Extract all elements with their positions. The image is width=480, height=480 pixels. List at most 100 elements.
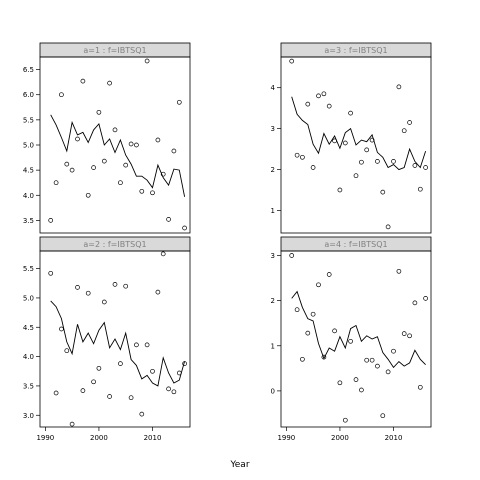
data-point [144,58,150,64]
data-point [385,369,391,375]
data-point [364,147,370,153]
data-point [423,296,428,301]
data-point [316,282,321,288]
x-tick-label: 1990 [36,434,54,442]
data-point [150,368,155,374]
data-point [69,167,75,173]
data-point [348,110,353,116]
strip-label: a=4 : f=IBTSQ1 [324,240,387,249]
fit-line [50,300,186,387]
data-point [364,357,370,363]
data-point [150,190,155,196]
y-tick-label: 4.5 [23,324,34,332]
data-point [182,225,187,231]
y-tick-label: 2 [271,297,275,305]
data-point [48,270,54,276]
data-point [412,163,418,168]
data-point [385,224,391,230]
y-tick-label: 3.5 [23,217,34,225]
data-point [294,152,300,158]
data-point [289,58,295,64]
y-tick-label: 5.5 [23,116,34,124]
y-tick-label: 2 [271,166,275,174]
data-point [326,272,332,277]
data-point [342,417,348,423]
data-point [294,307,300,313]
data-point [391,159,396,164]
data-point [412,300,418,306]
y-tick-label: 3 [271,125,275,133]
data-point [75,136,80,142]
data-point [417,384,423,390]
data-point [310,311,316,317]
y-tick-label: 4.0 [23,353,34,361]
data-point [53,390,59,396]
fit-line [291,96,427,171]
data-point [176,99,182,105]
y-tick-label: 5.0 [23,294,34,302]
data-point [160,171,166,177]
data-point [80,388,86,393]
y-tick-label: 4.0 [23,192,34,200]
data-point [128,141,134,147]
data-point [353,377,359,382]
data-point [380,189,386,195]
panels-group: a=1 : f=IBTSQ1 3.5 4.0 4.5 5.0 5.5 6.0 6.5 a=3 :… [23,42,432,442]
panel-2: a=3 : f=IBTSQ1 1 2 3 4 [271,42,432,234]
fit-line [50,114,186,197]
data-point [300,154,305,160]
data-point [75,285,80,290]
panel-4: a=4 : f=IBTSQ1 0 1 2 3 1990 2000 2010 [271,236,432,442]
data-point [85,290,91,296]
data-point [332,328,337,334]
data-point [396,268,402,274]
data-point [407,333,412,339]
data-point [80,78,86,84]
y-tick-label: 3.5 [23,382,34,390]
x-tick-label: 1990 [277,434,295,442]
data-point [321,91,327,97]
y-tick-label: 6.5 [23,66,34,74]
y-tick-label: 4.5 [23,167,34,175]
y-tick-label: 4 [271,84,276,92]
data-point [134,142,139,148]
data-point [96,109,102,115]
data-point [401,128,407,134]
data-point [155,137,161,143]
data-point [91,379,96,385]
data-point [101,158,107,164]
data-point [321,354,327,360]
data-point [337,187,343,193]
data-point [380,413,386,419]
y-tick-label: 6.0 [23,91,34,99]
plot-frame [280,250,432,428]
y-tick-label: 5.5 [23,265,34,273]
y-tick-label: 5.0 [23,142,34,150]
data-point [96,365,102,371]
data-point [48,218,54,223]
y-tick-label: 3 [271,252,275,260]
data-point [305,101,311,107]
data-point [407,120,412,125]
data-point [171,148,177,154]
data-point [423,165,428,170]
data-point [348,338,353,344]
data-point [375,363,380,369]
data-point [289,253,295,258]
x-axis-title: Year [229,460,249,470]
fit-line [291,290,426,369]
data-point [342,140,348,146]
plot-frame [39,56,191,234]
data-point [401,331,407,336]
y-tick-label: 1 [271,342,275,350]
y-tick-label: 3.0 [23,412,34,420]
data-point [369,357,375,363]
strip-label: a=2 : f=IBTSQ1 [83,240,146,249]
data-point [369,137,375,143]
data-point [144,342,150,348]
data-point [166,217,171,222]
data-point [91,165,96,170]
data-point [112,127,118,133]
data-point [134,342,139,348]
data-point [59,326,64,332]
